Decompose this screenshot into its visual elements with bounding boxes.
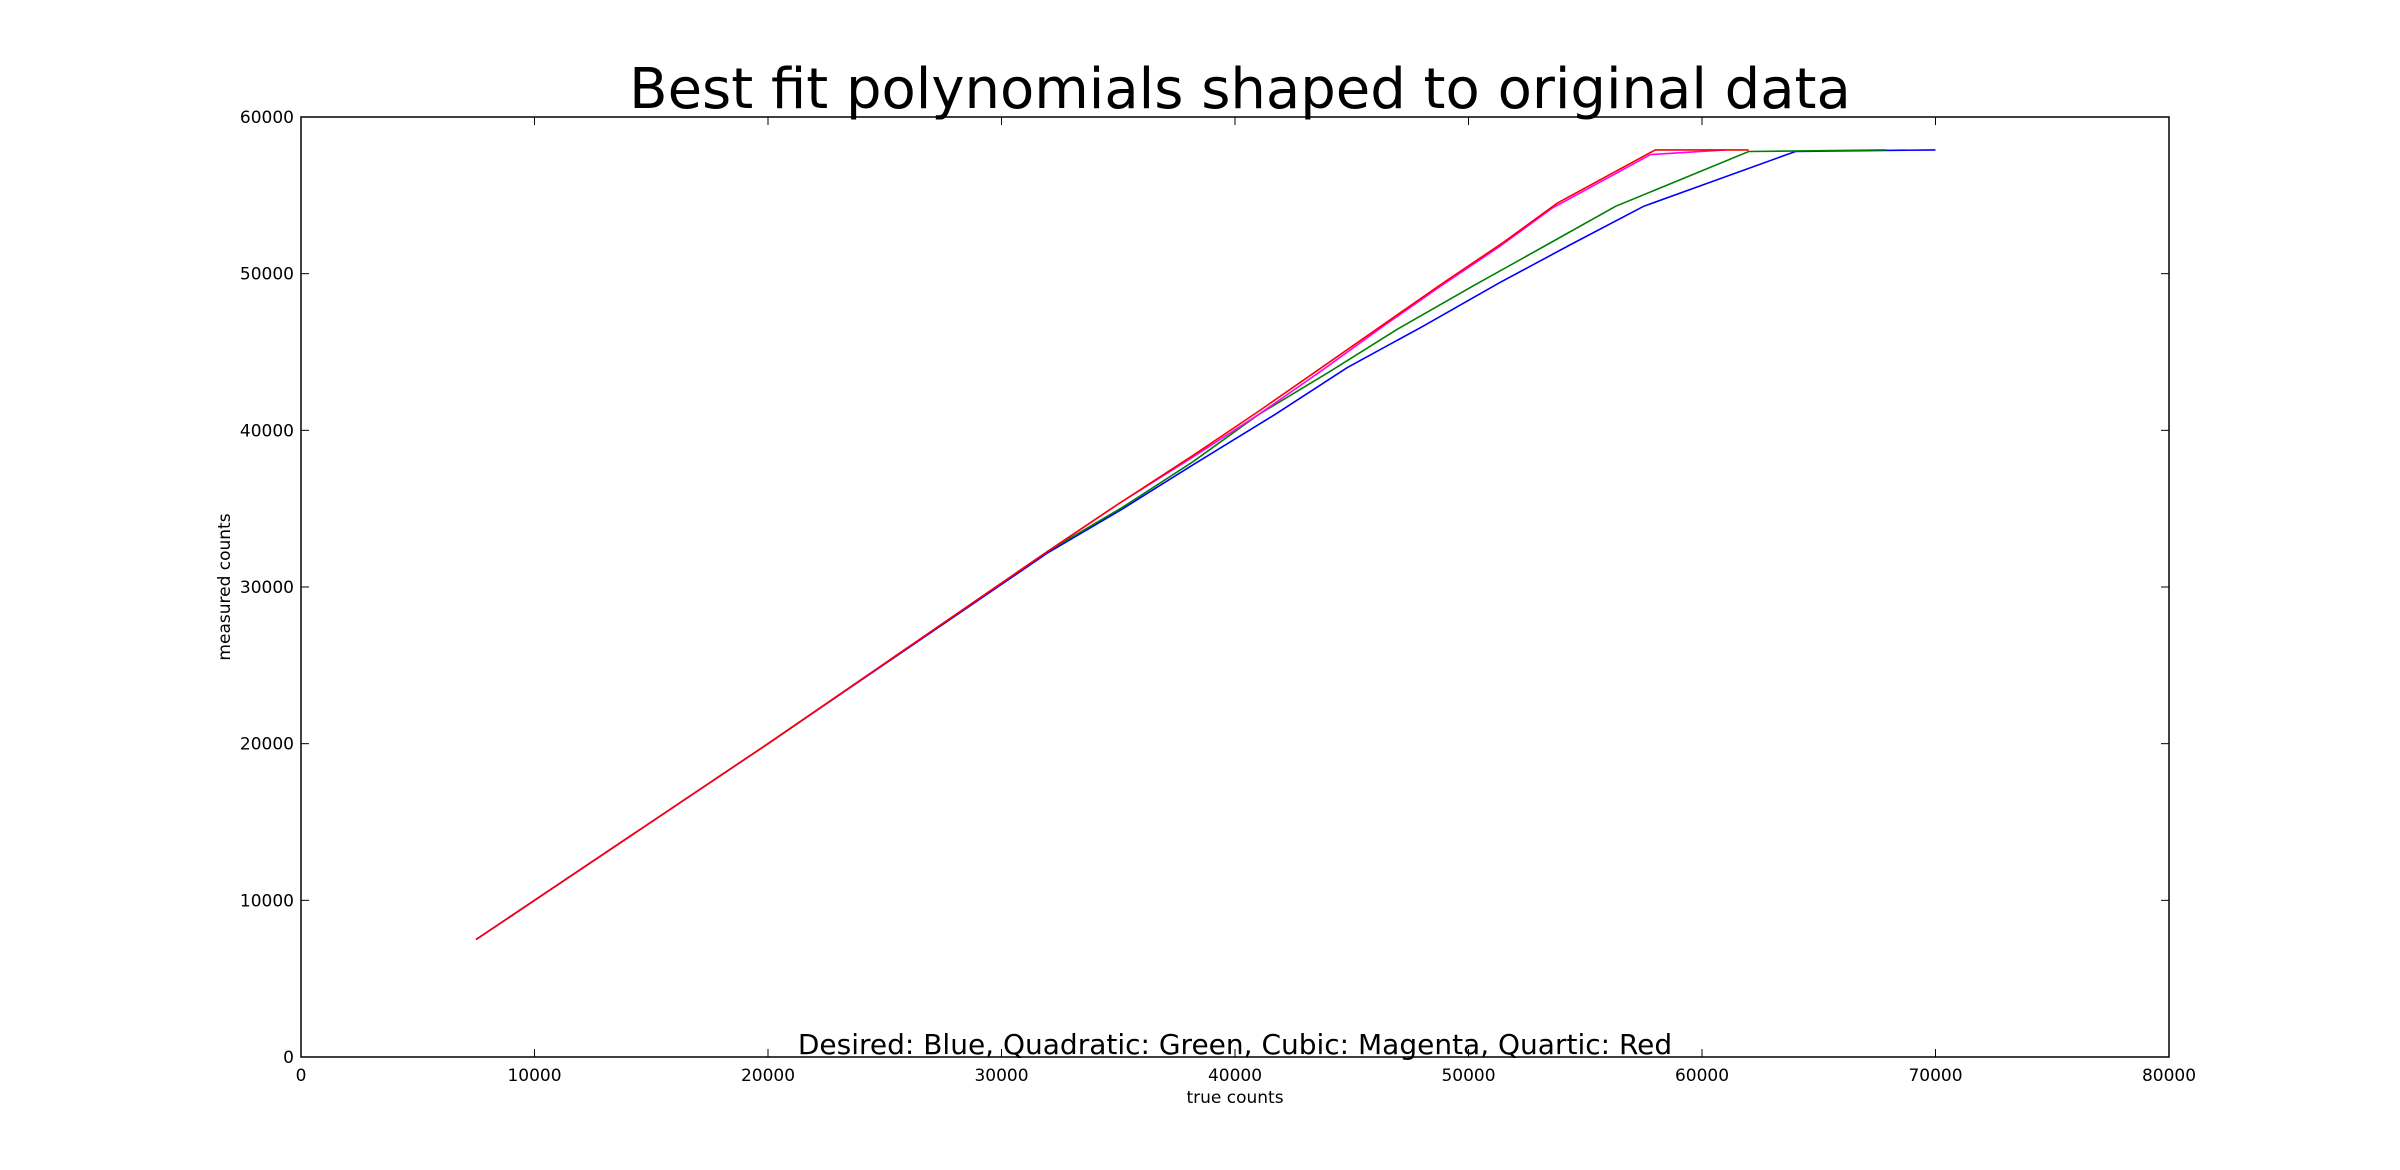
x-axis-label: true counts (1186, 1088, 1283, 1108)
series-line-3 (475, 149, 1749, 941)
series-line-0 (475, 149, 1936, 941)
y-axis-label: measured counts (215, 513, 235, 660)
x-tick-label: 0 (296, 1066, 307, 1086)
series-line-2 (475, 149, 1726, 941)
x-tick-label: 70000 (1908, 1066, 1962, 1086)
series-line-1 (475, 149, 1887, 941)
y-tick-label: 0 (283, 1048, 294, 1068)
y-tick-label: 50000 (240, 265, 294, 285)
x-tick-label: 60000 (1675, 1066, 1729, 1086)
x-tick-label: 30000 (974, 1066, 1028, 1086)
y-tick-label: 20000 (240, 735, 294, 755)
x-tick-label: 10000 (507, 1066, 561, 1086)
y-tick-label: 40000 (240, 421, 294, 441)
ticks-layer: 0 10000 20000 30000 40000 50000 60000 70000 8000… (240, 108, 2196, 1086)
y-tick-label: 10000 (240, 891, 294, 911)
x-tick-label: 80000 (2142, 1066, 2196, 1086)
x-tick-label: 20000 (741, 1066, 795, 1086)
series-layer (475, 149, 1936, 941)
legend-annotation: Desired: Blue, Quadratic: Green, Cubic: … (798, 1028, 1672, 1061)
plot-area (300, 116, 2170, 1058)
chart-title: Best fit polynomials shaped to original … (629, 57, 1851, 122)
y-tick-label: 30000 (240, 578, 294, 598)
x-tick-label: 40000 (1208, 1066, 1262, 1086)
y-tick-label: 60000 (240, 108, 294, 128)
x-tick-label: 50000 (1441, 1066, 1495, 1086)
